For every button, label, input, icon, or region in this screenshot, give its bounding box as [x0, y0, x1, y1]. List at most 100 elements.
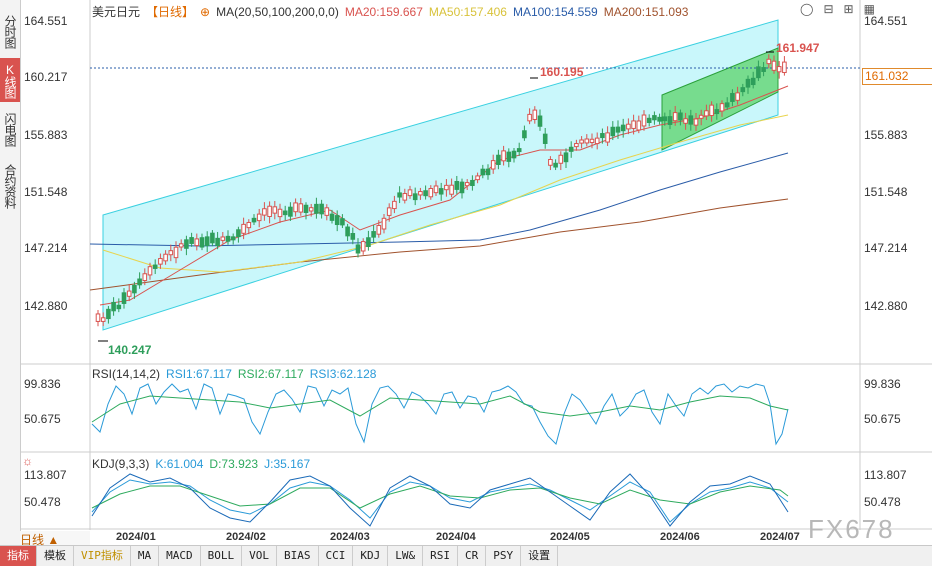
tab-timeshare[interactable]: 分时图 [3, 14, 17, 48]
tab-psy[interactable]: PSY [486, 546, 522, 566]
candle-body [381, 217, 387, 230]
candle-body [386, 207, 392, 216]
left-tab-sidebar: 分时图 K线图 闪电图 合约资料 [0, 0, 21, 545]
kdj-y-tick: 113.807 [24, 468, 67, 482]
candle-body [667, 116, 673, 125]
candle-body [626, 123, 631, 130]
candle-body [464, 182, 470, 187]
sun-icon[interactable]: ☼ [22, 454, 33, 468]
candle-body [121, 292, 127, 304]
regression-channel [102, 19, 779, 331]
candle-body [496, 154, 501, 165]
candle-body [470, 179, 475, 187]
candle-body [111, 301, 116, 312]
tab-vol[interactable]: VOL [242, 546, 277, 566]
candle-body [360, 241, 366, 252]
plus-icon[interactable]: ⊞ [843, 2, 864, 16]
candle-body [678, 112, 683, 121]
tab-templates[interactable]: 模板 [37, 546, 74, 566]
candle-body [610, 126, 616, 137]
ma100-line [89, 152, 789, 247]
j-value: J:35.167 [264, 457, 311, 471]
candle-body [251, 217, 257, 223]
tab-macd[interactable]: MACD [159, 546, 201, 566]
tab-ma[interactable]: MA [131, 546, 160, 566]
candle-body [407, 189, 413, 197]
candle-body [490, 160, 496, 170]
ma50-line [102, 114, 789, 273]
candle-body [376, 225, 382, 235]
kdj-y-tick-right: 113.807 [864, 468, 907, 482]
ma50-value: MA50:157.406 [428, 5, 507, 19]
candle-body [392, 200, 397, 210]
indicator-tab-bar: 指标 模板 VIP指标 MA MACD BOLL VOL BIAS CCI KD… [0, 545, 932, 566]
tab-cci[interactable]: CCI [319, 546, 354, 566]
tab-kdj[interactable]: KDJ [353, 546, 389, 566]
candle-body [636, 120, 642, 131]
rsi-plot [91, 383, 789, 446]
candle-body [782, 61, 787, 74]
rsi-y-tick: 50.675 [24, 412, 61, 426]
candle-body [210, 232, 215, 244]
candle-body [106, 308, 111, 320]
rsi3-value: RSI3:62.128 [309, 367, 377, 381]
candle-body [574, 143, 579, 148]
candle-body [272, 206, 278, 214]
rsi-legend: RSI(14,14,2) RSI1:67.117 RSI2:67.117 RSI3:6… [92, 367, 382, 381]
tab-contract-info[interactable]: 合约资料 [3, 164, 17, 208]
settings-icon[interactable]: ⊕ [200, 5, 211, 19]
tab-vip-indicators[interactable]: VIP指标 [74, 546, 131, 566]
candle-body [485, 168, 491, 176]
tab-lw[interactable]: LW& [388, 546, 424, 566]
candle-body [355, 244, 361, 254]
candle-body [657, 116, 662, 122]
candle-body [204, 236, 210, 247]
tab-indicators[interactable]: 指标 [0, 546, 37, 566]
grid-icon[interactable]: ▦ [863, 2, 885, 16]
candle-body [402, 193, 408, 201]
tab-rsi[interactable]: RSI [423, 546, 458, 566]
candle-body [308, 207, 314, 212]
candle-body [184, 239, 189, 249]
candle-body [459, 181, 465, 194]
rsi-title: RSI(14,14,2) [92, 367, 161, 381]
tab-settings[interactable]: 设置 [521, 546, 559, 566]
rsi-y-tick-right: 50.675 [864, 412, 901, 426]
candle-body [631, 120, 636, 129]
chart-canvas[interactable] [20, 0, 932, 545]
y-tick-right: 164.551 [864, 14, 908, 28]
tab-flash[interactable]: 闪电图 [3, 112, 17, 146]
candle-body [615, 126, 621, 133]
candle-body [277, 208, 283, 218]
candle-body [501, 150, 506, 162]
candle-body [683, 118, 688, 124]
candle-body [246, 221, 252, 229]
period-selector[interactable]: 日线 ▲ [20, 531, 90, 547]
candle-body [220, 236, 226, 241]
candle-body [600, 133, 605, 139]
candle-body [662, 116, 668, 122]
candle-body [641, 114, 647, 127]
candle-body [95, 313, 101, 322]
tab-cr[interactable]: CR [458, 546, 487, 566]
candle-body [137, 278, 142, 286]
tab-kline[interactable]: K线图 [0, 58, 20, 102]
candle-body [334, 215, 340, 226]
candle-body [750, 77, 756, 86]
candle-body [163, 253, 168, 262]
minus-icon[interactable]: ⊟ [823, 2, 844, 16]
candle-body [433, 185, 439, 194]
symbol-label: 美元日元 [92, 5, 141, 19]
search-icon[interactable]: ◯ [800, 2, 824, 16]
candle-body [314, 203, 319, 214]
ma20-value: MA20:159.667 [344, 5, 423, 19]
toolbar-icons: ◯⊟⊞▦ [800, 2, 885, 16]
candle-body [178, 243, 184, 248]
candle-body [537, 115, 543, 127]
d-value: D:73.923 [209, 457, 259, 471]
candle-body [553, 162, 558, 168]
mid-price-label: 160.195 [540, 65, 584, 79]
candle-body [698, 114, 704, 119]
tab-bias[interactable]: BIAS [277, 546, 319, 566]
tab-boll[interactable]: BOLL [201, 546, 243, 566]
